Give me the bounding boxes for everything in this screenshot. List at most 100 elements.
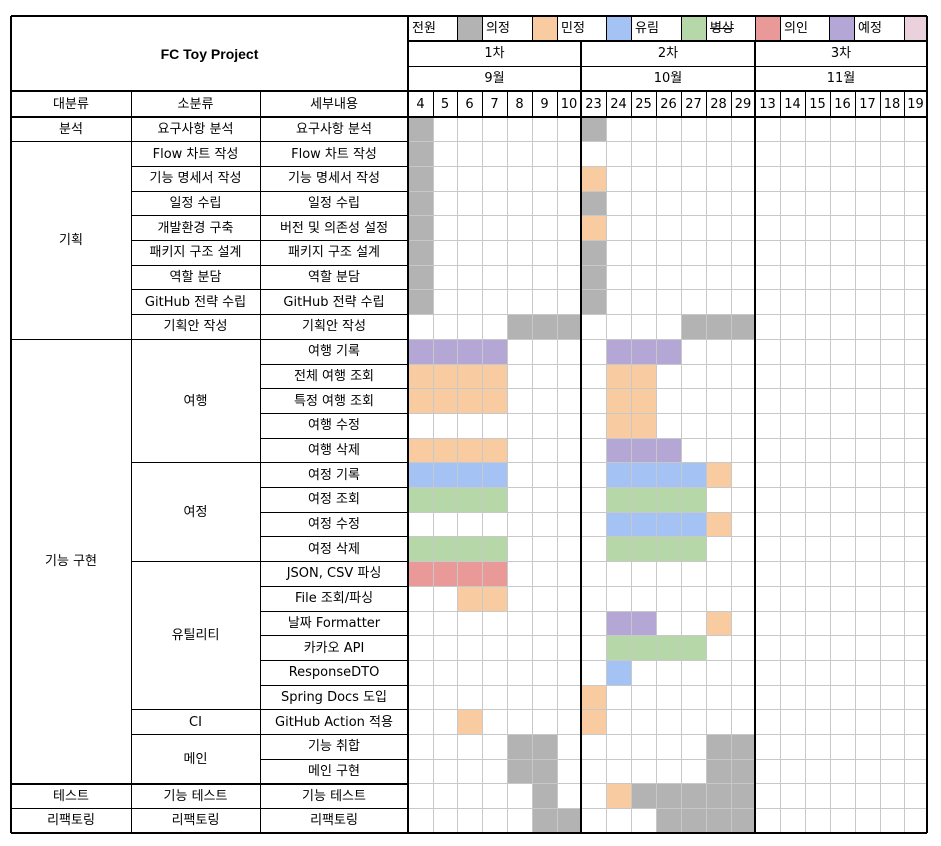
header-category: 대분류: [53, 96, 89, 112]
schedule-bar: [581, 709, 606, 735]
grid-line: [260, 659, 408, 661]
grid-line: [259, 91, 261, 834]
grid-line: [260, 462, 408, 464]
schedule-bar: [681, 314, 706, 340]
schedule-bar: [457, 339, 482, 364]
legend-swatch: [829, 16, 854, 41]
grid-line: [630, 117, 632, 834]
schedule-bar: [408, 388, 433, 414]
grid-line: [779, 16, 781, 41]
task-detail: 여행 삭제: [308, 442, 360, 458]
day-label: 18: [883, 96, 901, 112]
grid-line: [408, 240, 927, 241]
schedule-bar: [656, 783, 681, 809]
grid-line: [630, 91, 632, 117]
grid-line: [11, 15, 927, 17]
schedule-bar: [606, 536, 631, 562]
header-detail: 세부내용: [310, 96, 358, 112]
task-detail: 특정 여행 조회: [293, 393, 375, 409]
schedule-bar: [581, 166, 606, 192]
grid-line: [11, 90, 927, 92]
schedule-bar: [457, 438, 482, 463]
schedule-bar: [706, 611, 731, 636]
grid-line: [260, 314, 408, 316]
schedule-bar: [482, 438, 507, 463]
subcategory-label: CI: [189, 714, 202, 730]
task-detail: 날짜 Formatter: [287, 615, 381, 631]
task-detail: GitHub 전략 수립: [283, 294, 385, 310]
grid-line: [11, 783, 408, 785]
task-detail: 역할 분담: [308, 270, 360, 286]
schedule-bar: [706, 462, 731, 488]
legend-label: 민정: [561, 21, 585, 36]
schedule-bar: [482, 487, 507, 513]
grid-line: [456, 117, 458, 834]
schedule-bar: [681, 808, 706, 834]
schedule-bar: [433, 462, 457, 488]
grid-line: [408, 758, 927, 760]
grid-line: [260, 561, 408, 563]
schedule-bar: [631, 339, 656, 364]
category-label: 테스트: [53, 788, 89, 804]
day-label: 23: [585, 96, 602, 112]
day-label: 19: [907, 96, 924, 112]
subcategory-label: GitHub 전략 수립: [144, 294, 247, 310]
schedule-bar: [581, 265, 606, 290]
day-label: 25: [635, 96, 652, 112]
schedule-bar: [606, 364, 631, 389]
grid-line: [408, 561, 927, 563]
grid-line: [408, 338, 927, 340]
schedule-bar: [408, 289, 433, 315]
schedule-bar: [581, 117, 606, 142]
grid-line: [260, 511, 408, 513]
grid-line: [408, 165, 927, 167]
grid-line: [481, 16, 483, 41]
round-label: 3차: [830, 46, 852, 61]
day-label: 17: [859, 96, 876, 112]
task-detail: 여정 삭제: [308, 541, 360, 557]
grid-line: [408, 659, 927, 661]
subcategory-label: 리팩토링: [171, 813, 220, 829]
schedule-bar: [706, 314, 731, 340]
grid-line: [408, 511, 927, 513]
schedule-bar: [731, 808, 755, 834]
grid-line: [804, 117, 806, 834]
grid-line: [11, 338, 408, 341]
grid-line: [432, 117, 434, 834]
grid-line: [408, 412, 927, 414]
schedule-bar: [408, 215, 433, 241]
schedule-bar: [731, 759, 755, 784]
schedule-bar: [581, 215, 606, 241]
grid-line: [408, 487, 927, 488]
grid-line: [260, 635, 408, 637]
schedule-bar: [581, 191, 606, 216]
grid-line: [131, 709, 260, 711]
schedule-bar: [606, 512, 631, 537]
schedule-bar: [482, 586, 507, 611]
schedule-bar: [433, 364, 457, 389]
subcategory-label: 기능 명세서 작성: [149, 171, 242, 187]
grid-line: [779, 91, 781, 117]
grid-line: [556, 91, 558, 117]
schedule-bar: [631, 487, 656, 513]
legend-swatch: [904, 16, 927, 41]
schedule-bar: [433, 388, 457, 414]
schedule-bar: [532, 314, 557, 340]
task-detail: Spring Docs 도입: [280, 689, 388, 705]
grid-line: [260, 215, 408, 217]
schedule-bar: [656, 635, 681, 661]
subcategory-label: 일정 수립: [169, 195, 222, 211]
schedule-bar: [706, 759, 731, 784]
schedule-bar: [482, 561, 507, 587]
grid-line: [705, 117, 707, 834]
grid-line: [131, 165, 260, 167]
grid-line: [260, 610, 408, 612]
schedule-bar: [408, 141, 433, 167]
schedule-bar: [631, 438, 656, 463]
task-detail: 여정 기록: [308, 467, 360, 483]
schedule-bar: [581, 685, 606, 710]
grid-line: [829, 91, 831, 117]
schedule-bar: [532, 783, 557, 809]
grid-line: [730, 117, 732, 834]
day-label: 13: [759, 96, 776, 112]
